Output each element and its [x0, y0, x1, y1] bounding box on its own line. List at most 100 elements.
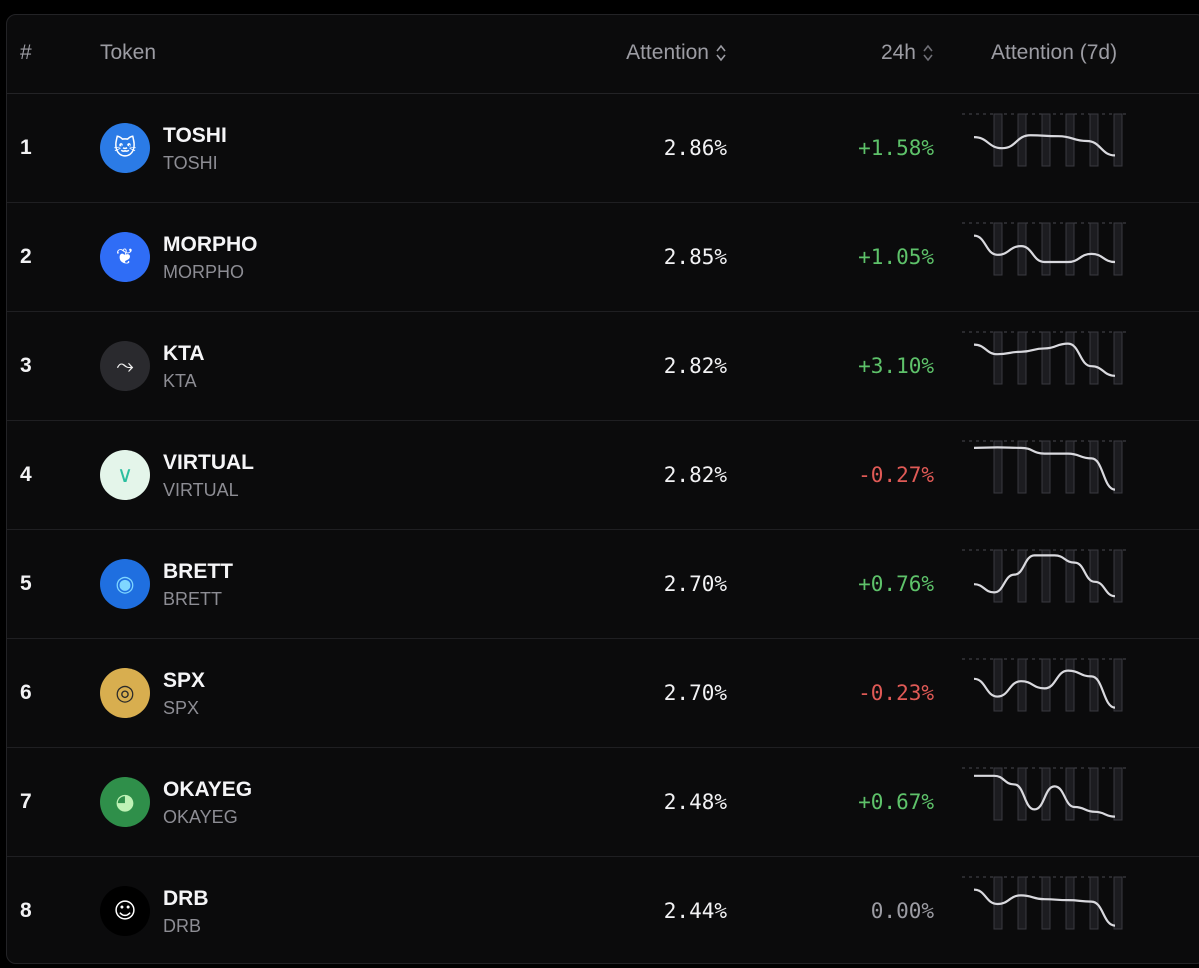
morpho-butterfly-icon: ❦ [100, 232, 150, 282]
sparkline-bar [1089, 222, 1099, 276]
sparkline-bar [1113, 222, 1123, 276]
change-value: -0.23% [858, 680, 934, 705]
change-column-header[interactable]: 24h [881, 41, 934, 65]
okayeg-frog-icon: ◕ [100, 777, 150, 827]
token-symbol: OKAYEG [163, 807, 238, 827]
sparkline-bar [993, 549, 1003, 603]
sort-icon [923, 45, 933, 62]
sparkline-bar [1065, 549, 1075, 603]
change-value: -0.27% [858, 462, 934, 487]
table-row[interactable]: 2 ❦ MORPHO MORPHO 2.85% +1.05% [7, 202, 1199, 312]
sparkline-line [973, 669, 1116, 709]
table-row[interactable]: 4 ∨ VIRTUAL VIRTUAL 2.82% -0.27% [7, 420, 1199, 530]
rank-cell: 7 [20, 789, 32, 813]
sparkline-bar [1113, 658, 1123, 712]
attention-value: 2.44% [663, 898, 727, 923]
table-row[interactable]: 6 ◎ SPX SPX 2.70% -0.23% [7, 638, 1199, 748]
sparkline-line [973, 554, 1116, 598]
attention-value: 2.86% [663, 135, 727, 160]
sparkline-bar [1113, 767, 1123, 821]
attention-sparkline [962, 113, 1127, 167]
token-symbol: DRB [163, 916, 202, 936]
sparkline-bar [1089, 113, 1099, 167]
sparkline-bar [1089, 549, 1099, 603]
attention-header-label: Attention [626, 41, 709, 64]
attention-sparkline [962, 767, 1127, 821]
token-name[interactable]: TOSHI [163, 124, 227, 147]
table-row[interactable]: 5 ◉ BRETT BRETT 2.70% +0.76% [7, 529, 1199, 639]
table-row[interactable]: 3 ⤳ KTA KTA 2.82% +3.10% [7, 311, 1199, 421]
sparkline-bar [1089, 658, 1099, 712]
token-name[interactable]: DRB [163, 887, 209, 910]
sparkline-bar [1065, 440, 1075, 494]
sparkline-bar [1017, 658, 1027, 712]
attention-sparkline [962, 658, 1127, 712]
attention-value: 2.82% [663, 462, 727, 487]
sparkline-bar [993, 658, 1003, 712]
table-row[interactable]: 1 🐱 TOSHI TOSHI 2.86% +1.58% [7, 93, 1199, 203]
change-value: +3.10% [858, 353, 934, 378]
virtual-logo-icon: ∨ [100, 450, 150, 500]
sparkline-bar [1113, 113, 1123, 167]
sparkline-line [973, 342, 1116, 377]
sparkline-bar [1089, 767, 1099, 821]
rank-cell: 4 [20, 462, 32, 486]
attention-value: 2.82% [663, 353, 727, 378]
chart-column-header: Attention (7d) [991, 41, 1118, 64]
rank-cell: 8 [20, 898, 32, 922]
sparkline-bar [1017, 876, 1027, 930]
change-value: +0.67% [858, 789, 934, 814]
change-header-label: 24h [880, 41, 916, 64]
table-row[interactable]: 7 ◕ OKAYEG OKAYEG 2.48% +0.67% [7, 747, 1199, 857]
token-name[interactable]: OKAYEG [163, 778, 253, 801]
sparkline-bar [1041, 876, 1051, 930]
token-name[interactable]: MORPHO [163, 233, 258, 256]
sparkline-bar [993, 113, 1003, 167]
token-name[interactable]: KTA [163, 342, 205, 365]
attention-column-header[interactable]: Attention [626, 41, 727, 65]
drb-face-icon: ☺ [100, 886, 150, 936]
sparkline-bar [1017, 440, 1027, 494]
sparkline-bar [1113, 876, 1123, 930]
sparkline-bar [1041, 549, 1051, 603]
rank-column-header: # [20, 41, 32, 64]
attention-value: 2.70% [663, 680, 727, 705]
token-name[interactable]: SPX [163, 669, 206, 692]
kta-bird-icon: ⤳ [100, 341, 150, 391]
sparkline-bar [993, 222, 1003, 276]
sparkline-bar [993, 440, 1003, 494]
sparkline-bar [1113, 440, 1123, 494]
token-symbol: SPX [163, 698, 200, 718]
toshi-cat-icon: 🐱 [100, 123, 150, 173]
attention-sparkline [962, 222, 1127, 276]
change-value: 0.00% [870, 898, 934, 923]
attention-sparkline [962, 549, 1127, 603]
token-symbol: MORPHO [163, 262, 244, 282]
sparkline-bar [1113, 331, 1123, 385]
sparkline-bar [1065, 113, 1075, 167]
sparkline-line [973, 234, 1116, 264]
sparkline-bar [1041, 440, 1051, 494]
sparkline-bar [1041, 331, 1051, 385]
sort-icon [716, 45, 726, 62]
sparkline-bar [1041, 113, 1051, 167]
change-value: +1.58% [858, 135, 934, 160]
sparkline-line [973, 134, 1116, 157]
change-value: +1.05% [858, 244, 934, 269]
sparkline-bar [1041, 222, 1051, 276]
spx-coin-icon: ◎ [100, 668, 150, 718]
attention-value: 2.70% [663, 571, 727, 596]
attention-value: 2.85% [663, 244, 727, 269]
sparkline-bar [993, 767, 1003, 821]
table-row[interactable]: 8 ☺ DRB DRB 2.44% 0.00% [7, 856, 1199, 963]
sparkline-bar [1065, 222, 1075, 276]
sparkline-bar [1089, 440, 1099, 494]
token-name[interactable]: BRETT [163, 560, 233, 583]
rank-cell: 3 [20, 353, 32, 377]
sparkline-bar [993, 331, 1003, 385]
sparkline-bar [1065, 658, 1075, 712]
sparkline-bar [1065, 876, 1075, 930]
token-symbol: BRETT [163, 589, 223, 609]
attention-sparkline [962, 331, 1127, 385]
token-name[interactable]: VIRTUAL [163, 451, 254, 474]
